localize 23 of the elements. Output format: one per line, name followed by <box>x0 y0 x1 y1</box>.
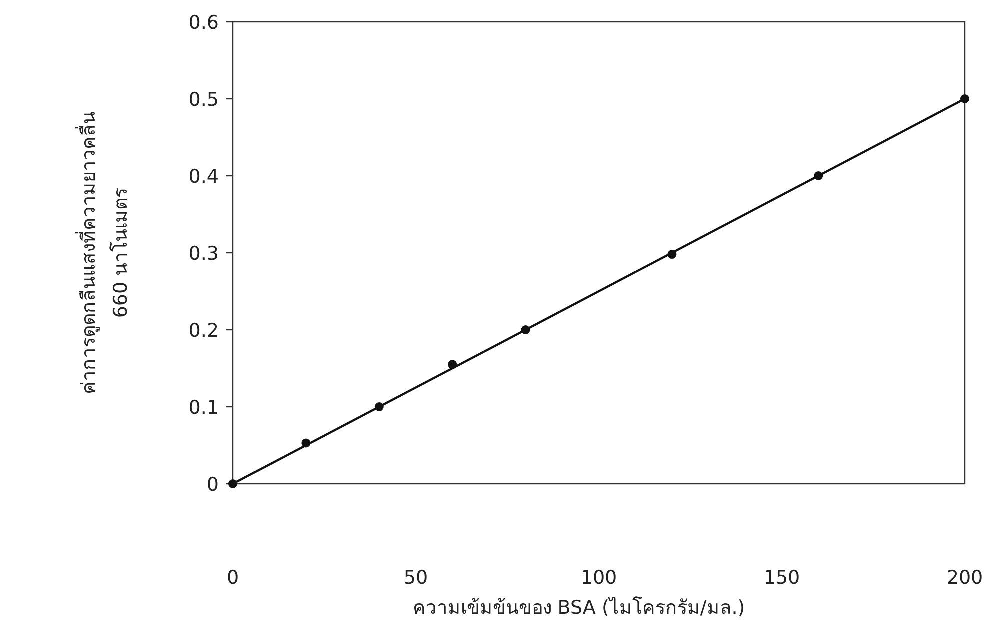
ytick: 0.4 <box>188 166 219 188</box>
point <box>374 402 384 412</box>
xlabel: ความเข้มข้นของ BSA (ไมโครกรัม/มล.) <box>412 597 746 619</box>
ytick: 0 <box>206 474 219 496</box>
ylabel: 660 นาโนเมตร <box>110 188 132 318</box>
ytick: 0.6 <box>188 12 219 34</box>
point <box>302 438 311 448</box>
point <box>668 250 677 260</box>
point <box>960 94 970 104</box>
ylabel: ค่าการดูดกลืนแสงที่ความยาวคลื่น <box>78 112 100 394</box>
point <box>228 480 238 488</box>
ytick: 0.2 <box>188 320 219 342</box>
xtick: 100 <box>580 567 618 589</box>
point <box>814 172 824 180</box>
xtick: 200 <box>946 567 984 589</box>
ytick: 0.1 <box>188 397 219 419</box>
xtick: 0 <box>226 567 240 589</box>
xtick: 50 <box>404 567 428 589</box>
ytick: 0.3 <box>188 243 219 265</box>
ytick: 0.5 <box>188 89 219 111</box>
point <box>521 326 530 334</box>
xtick: 150 <box>764 567 800 589</box>
point <box>448 360 458 370</box>
